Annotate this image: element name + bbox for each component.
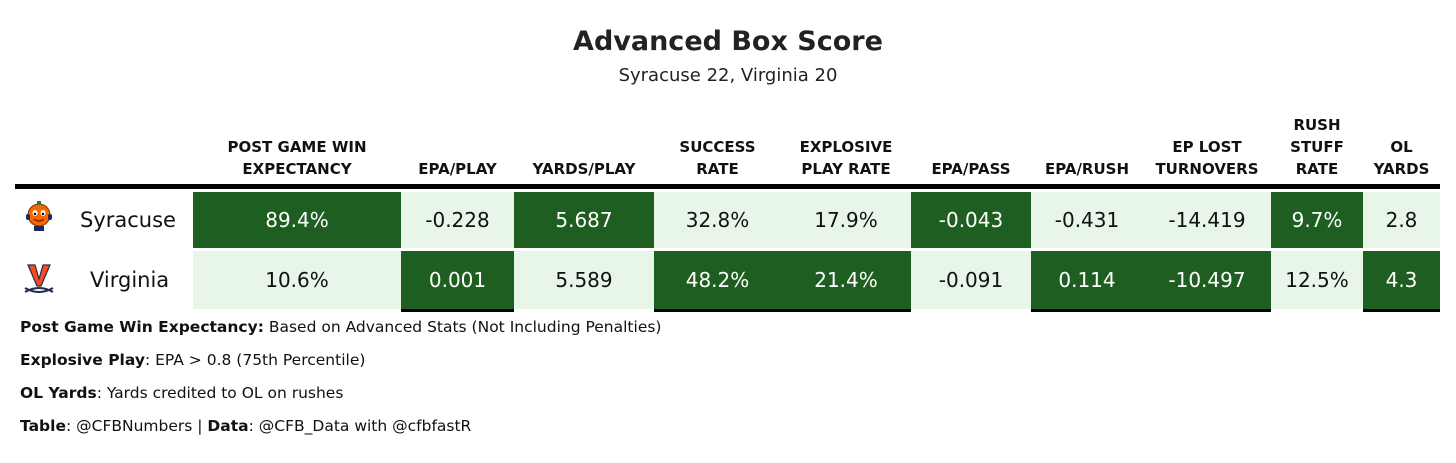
chart-subtitle: Syracuse 22, Virginia 20 [618,65,838,86]
cell-bottom-rule [654,309,781,312]
cell-syracuse-stuff: 9.7% [1271,192,1363,248]
cell-bottom-rule [781,309,911,312]
cell-virginia-stuff: 12.5% [1271,251,1363,309]
team-name-syracuse: Syracuse [80,208,176,232]
footnote-text: : Yards credited to OL on rushes [96,384,344,402]
column-header-line: TURNOVERS [1155,160,1259,178]
cell-virginia-yards_play: 5.589 [514,251,654,309]
cell-syracuse-yards_play: 5.687 [514,192,654,248]
column-header-ep_lost: EP LOST TURNOVERS [1143,108,1271,180]
cell-syracuse-ep_lost: -14.419 [1143,192,1271,248]
column-header-explosive: EXPLOSIVE PLAY RATE [781,108,911,180]
cell-virginia-ep_lost: -10.497 [1143,251,1271,309]
virginia-v-sabres-icon [24,264,54,293]
column-header-line: EP LOST [1172,138,1242,156]
footnote-line: Post Game Win Expectancy: Based on Advan… [20,318,661,336]
footnote-label: Data [207,417,249,435]
footnote-label: Explosive Play [20,351,145,369]
cell-virginia-epa_pass: -0.091 [911,251,1031,309]
footnote-label: OL Yards [20,384,97,402]
cell-virginia-epa_rush: 0.114 [1031,251,1143,309]
cell-virginia-epa_play: 0.001 [401,251,514,309]
column-header-line: OL [1390,138,1413,156]
column-header-epa_rush: EPA/RUSH [1031,108,1143,180]
cell-syracuse-explosive: 17.9% [781,192,911,248]
column-header-line: RUSH [1293,116,1341,134]
cell-syracuse-ol: 2.8 [1363,192,1440,248]
column-header-line: EXPECTANCY [242,160,352,178]
column-header-line: STUFF [1290,138,1344,156]
footnote-text: : @CFB_Data with @cfbfastR [248,417,472,435]
column-header-pgwe: POST GAME WIN EXPECTANCY [193,108,401,180]
column-header-epa_play: EPA/PLAY [401,108,514,180]
column-header-epa_pass: EPA/PASS [911,108,1031,180]
team-name-virginia: Virginia [90,268,170,292]
footnote-label: Post Game Win Expectancy: [20,318,264,336]
footnote-line: OL Yards: Yards credited to OL on rushes [20,384,343,402]
column-header-line: RATE [696,160,739,178]
cell-syracuse-success: 32.8% [654,192,781,248]
cell-virginia-explosive: 21.4% [781,251,911,309]
column-header-line: SUCCESS [679,138,756,156]
header-rule [15,184,1440,189]
syracuse-orange-mascot-icon [26,201,52,231]
cell-syracuse-epa_play: -0.228 [401,192,514,248]
column-header-yards_play: YARDS/PLAY [514,108,654,180]
cell-bottom-rule [1143,309,1271,312]
column-header-success: SUCCESS RATE [654,108,781,180]
cell-virginia-pgwe: 10.6% [193,251,401,309]
footnote-line: Explosive Play: EPA > 0.8 (75th Percenti… [20,351,365,369]
footnote-text: : @CFBNumbers | [65,417,208,435]
column-header-line: RATE [1295,160,1339,178]
footnote-label: Table [20,417,66,435]
column-header-line: EPA/PLAY [418,160,497,178]
cell-syracuse-pgwe: 89.4% [193,192,401,248]
cell-bottom-rule [1363,309,1440,312]
cell-virginia-success: 48.2% [654,251,781,309]
column-header-line: POST GAME WIN [227,138,367,156]
cell-syracuse-epa_pass: -0.043 [911,192,1031,248]
footnote-line: Table: @CFBNumbers | Data: @CFB_Data wit… [20,417,471,435]
footnote-text: : EPA > 0.8 (75th Percentile) [144,351,366,369]
column-header-line: EXPLOSIVE [799,138,893,156]
column-header-line: PLAY RATE [801,160,891,178]
cell-bottom-rule [1031,309,1143,312]
cell-virginia-ol: 4.3 [1363,251,1440,309]
column-header-line: YARDS [1373,160,1430,178]
chart-title: Advanced Box Score [573,26,883,57]
column-header-line: EPA/PASS [931,160,1011,178]
column-header-ol: OL YARDS [1363,108,1440,180]
cell-bottom-rule [401,309,514,312]
footnote-text: Based on Advanced Stats (Not Including P… [263,318,662,336]
column-header-stuff: RUSH STUFF RATE [1271,108,1363,180]
column-header-line: EPA/RUSH [1044,160,1130,178]
column-header-line: YARDS/PLAY [532,160,636,178]
cell-syracuse-epa_rush: -0.431 [1031,192,1143,248]
